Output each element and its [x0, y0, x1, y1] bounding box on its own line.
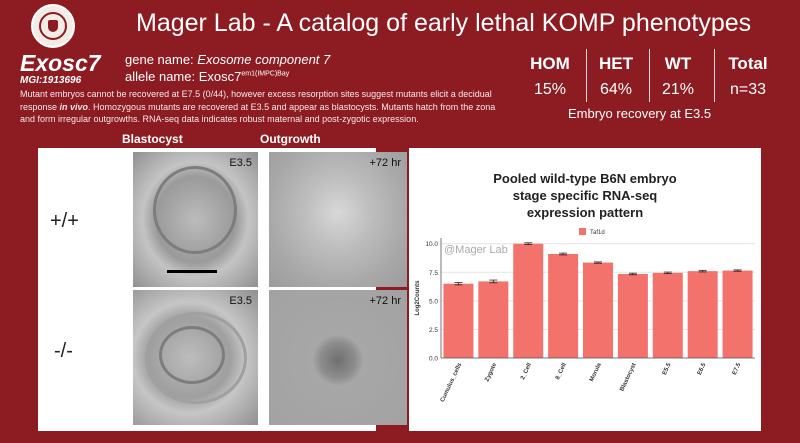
bar [513, 243, 544, 358]
stat-label: WT [664, 54, 692, 73]
photo-stage-tag: E3.5 [229, 295, 252, 307]
seal-shield-icon [48, 20, 58, 32]
blastocyst-outline [159, 326, 225, 384]
x-tick-label: 8_Cell [555, 362, 568, 381]
embryo-image-panel: +/+ -/- E3.5 +72 hr E3.5 +72 hr [38, 148, 407, 431]
bar [478, 281, 509, 358]
stat-value: 15% [533, 81, 567, 98]
bar [722, 270, 753, 358]
chart-title-line: Pooled wild-type B6N embryo [493, 171, 677, 186]
photo-wt-blastocyst: E3.5 [133, 152, 258, 287]
seal-ring [39, 12, 67, 40]
chart-watermark: @Mager Lab [444, 244, 508, 256]
photo-time-tag: +72 hr [369, 295, 402, 307]
column-label-outgrowth: Outgrowth [260, 132, 321, 146]
stat-value: 21% [661, 81, 695, 98]
bar-chart: 0.0 2.5 5.0 7.5 10.0 Log2Counts Taf1d Cumulus_c… [415, 228, 755, 404]
genotype-label-wildtype: +/+ [50, 210, 79, 232]
stat-hom: HOM 15% [520, 49, 580, 99]
description-part2: . Homozygous mutants are recovered at E3… [20, 101, 496, 125]
bar [652, 272, 683, 358]
bar [617, 274, 648, 358]
mgi-id: MGI:1913696 [20, 75, 82, 86]
scale-bar [167, 270, 217, 273]
phenotype-description: Mutant embryos cannot be recovered at E7… [20, 88, 500, 126]
y-tick-label: 2.5 [429, 327, 438, 334]
zona-outline [145, 312, 247, 404]
x-tick-label: Blastocyst [619, 362, 637, 392]
stat-label: Total [728, 54, 768, 73]
column-label-blastocyst: Blastocyst [122, 132, 183, 146]
y-tick-label: 10.0 [425, 241, 438, 248]
gene-name-label: gene name: [125, 52, 194, 67]
allele-name-superscript: em1(IMPC)Bay [241, 70, 290, 78]
legend-swatch [579, 228, 586, 235]
bar [443, 283, 474, 358]
x-tick-label: 2_Cell [520, 362, 533, 381]
stat-label: HOM [530, 54, 570, 73]
stat-divider [649, 49, 650, 102]
x-tick-label: Morula [589, 362, 603, 383]
chart-title: Pooled wild-type B6N embryo stage specif… [409, 170, 761, 221]
photo-stage-tag: E3.5 [229, 157, 252, 169]
allele-name: allele name: Exosc7em1(IMPC)Bay [125, 69, 289, 84]
x-tick-label: E5.5 [662, 362, 673, 376]
stat-value: n=33 [729, 81, 767, 98]
description-part1: Mutant embryos cannot be recovered at E7… [20, 89, 492, 112]
photo-mut-blastocyst: E3.5 [133, 290, 258, 425]
recovery-caption: Embryo recovery at E3.5 [568, 106, 712, 121]
university-seal-logo [31, 4, 75, 48]
description-emphasis: in vivo [59, 101, 89, 112]
photo-time-tag: +72 hr [369, 157, 402, 169]
photo-wt-outgrowth: +72 hr [269, 152, 407, 287]
allele-name-label: allele name: [125, 69, 196, 84]
stat-het: HET 64% [586, 49, 646, 99]
chart-title-line: stage specific RNA-seq [512, 188, 658, 203]
gene-symbol: Exosc7 [20, 50, 101, 76]
x-tick-label: E7.5 [732, 362, 743, 376]
photo-mut-outgrowth: +72 hr [269, 290, 407, 425]
bar [582, 262, 614, 358]
rna-seq-chart-panel: Pooled wild-type B6N embryo stage specif… [409, 148, 761, 431]
y-tick-label: 5.0 [429, 298, 438, 305]
gene-name: gene name: Exosome component 7 [125, 52, 330, 67]
page-title: Mager Lab - A catalog of early lethal KO… [136, 9, 752, 37]
bar [687, 271, 718, 358]
stat-divider [586, 49, 587, 102]
stat-total: Total n=33 [718, 49, 778, 99]
legend-label: Taf1d [590, 230, 605, 236]
x-tick-label: Zygote [484, 362, 498, 383]
stat-divider [714, 49, 715, 102]
blastocyst-outline [153, 166, 237, 254]
chart-title-line: expression pattern [526, 205, 644, 220]
gene-name-value: Exosome component 7 [197, 52, 331, 67]
x-tick-label: E6.5 [697, 362, 708, 376]
stat-wt: WT 21% [648, 49, 708, 99]
allele-name-base: Exosc7 [198, 69, 242, 84]
y-tick-label: 0.0 [429, 356, 438, 363]
y-axis-label: Log2Counts [415, 280, 421, 316]
x-tick-label: Cumulus_cells [440, 362, 464, 404]
stat-label: HET [599, 54, 633, 73]
genotype-label-mutant: -/- [54, 340, 73, 362]
y-tick-label: 7.5 [429, 270, 438, 277]
bar [548, 254, 579, 358]
stat-value: 64% [599, 81, 633, 98]
